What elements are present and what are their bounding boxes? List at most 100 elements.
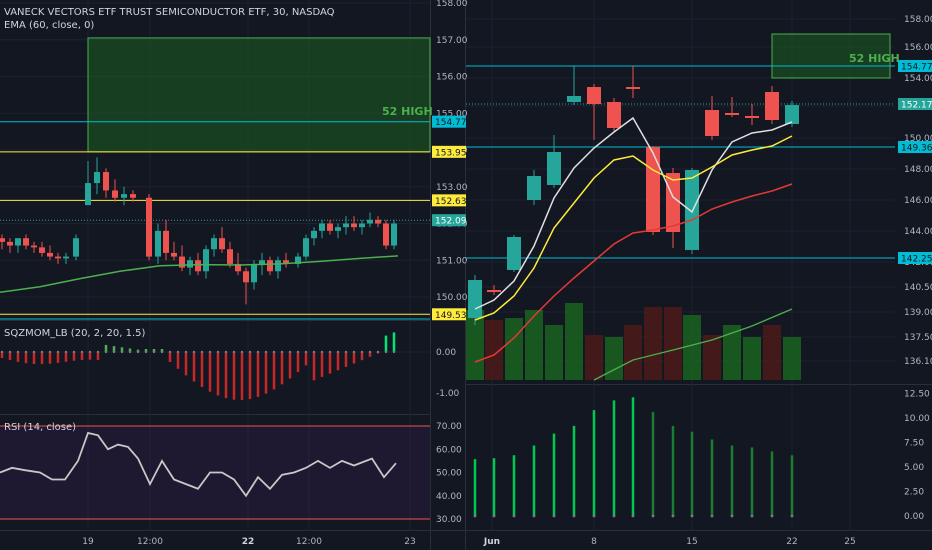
sqz-dot (56, 350, 60, 354)
sqz-dot (64, 350, 68, 354)
osc-tick-label: 10.00 (904, 414, 930, 424)
sqz-dot (216, 350, 220, 354)
rsi-tick-label: 30.00 (436, 515, 462, 525)
zone-label: 52 HIGH (382, 105, 433, 118)
ema-line (0, 255, 399, 293)
sqz-dot (384, 350, 388, 354)
candle-body (295, 256, 301, 264)
sqz-dot (344, 350, 348, 354)
sqz-dot (16, 350, 20, 354)
candle-body (112, 190, 118, 198)
candle-body (587, 87, 601, 104)
time-tick-label: 19 (82, 537, 94, 547)
rsi-line (0, 431, 397, 498)
candle-body (391, 223, 397, 246)
price-badge (898, 141, 932, 153)
sqz-dot (304, 350, 308, 354)
price-badge-label: 152.17 (901, 101, 932, 111)
candle-body (375, 219, 381, 224)
osc-dot (512, 514, 516, 518)
price-badge-label: 149.36 (901, 144, 932, 154)
time-tick-label: 22 (242, 537, 255, 547)
candle-body (267, 260, 273, 272)
sqz-dot (24, 350, 28, 354)
candle-body (367, 219, 373, 224)
price-badge (898, 60, 932, 72)
price-badge-label: 154.77 (901, 63, 932, 73)
volume-bar (525, 310, 543, 380)
price-badge (432, 308, 466, 321)
price-tick-label: 150.00 (904, 134, 932, 144)
time-tick-label: 25 (844, 537, 855, 547)
sqz-dot (248, 350, 252, 354)
sqz-dot (392, 350, 396, 354)
sqz-dot (352, 350, 356, 354)
candle-body (327, 223, 333, 231)
sqzmom-legend[interactable]: SQZMOM_LB (20, 2, 20, 1.5) (4, 328, 146, 339)
time-tick-label: 15 (686, 537, 697, 547)
price-tick-label: 144.00 (904, 227, 932, 237)
candle-body (383, 223, 389, 246)
price-badge (898, 252, 932, 264)
sqz-dot (192, 350, 196, 354)
price-tick-label: 148.00 (904, 165, 932, 175)
volume-bar (703, 335, 721, 380)
candle-body (283, 260, 289, 264)
candle-body (235, 263, 241, 272)
price-tick-label: 137.50 (904, 333, 932, 343)
candle-body (765, 92, 779, 120)
candle-body (607, 102, 621, 128)
candle-body (103, 172, 109, 191)
volume-bar (664, 307, 682, 380)
sqz-dot (80, 350, 84, 354)
price-badge-label: 149.53 (435, 311, 467, 321)
candle-body (487, 290, 501, 292)
sqz-dot (32, 350, 36, 354)
price-badge-label: 153.95 (435, 148, 467, 158)
candle-body (351, 223, 357, 228)
candle-body (163, 230, 169, 253)
candle-body (31, 245, 37, 248)
candle-body (171, 252, 177, 257)
price-tick-label: 140.50 (904, 283, 932, 293)
sqz-dot (336, 350, 340, 354)
sqz-tick-label: -1.00 (436, 389, 460, 399)
sqz-dot (88, 350, 92, 354)
volume-bar (605, 337, 623, 380)
sqz-dot (112, 350, 116, 354)
ema-legend[interactable]: EMA (60, close, 0) (4, 20, 95, 31)
candle-body (121, 194, 127, 198)
price-badge (432, 214, 466, 227)
osc-dot (592, 514, 596, 518)
price-badge (898, 98, 932, 110)
price-tick-label: 158.00 (904, 15, 932, 25)
osc-tick-label: 12.50 (904, 390, 930, 400)
volume-bar (466, 310, 484, 380)
sqz-dot (224, 350, 228, 354)
rsi-legend[interactable]: RSI (14, close) (4, 422, 77, 433)
rsi-tick-label: 60.00 (436, 445, 462, 455)
sqz-dot (312, 350, 316, 354)
high-zone (87, 37, 431, 153)
osc-tick-label: 0.00 (904, 512, 924, 522)
volume-bar (624, 325, 642, 380)
candle-body (55, 256, 61, 259)
price-tick-label: 156.00 (436, 73, 468, 83)
candle-body (227, 249, 233, 264)
sqz-dot (272, 350, 276, 354)
candle-body (275, 260, 281, 272)
candle-body (685, 170, 699, 250)
volume-bar (505, 318, 523, 380)
sqz-dot (328, 350, 332, 354)
candle-body (243, 271, 249, 283)
candle-body (63, 256, 69, 259)
candle-body (251, 263, 257, 283)
price-tick-label: 139.00 (904, 308, 932, 318)
osc-dot (631, 514, 635, 518)
sqz-dot (120, 350, 124, 354)
ma-white (474, 116, 793, 310)
sqz-dot (40, 350, 44, 354)
price-tick-label: 150.00 (436, 293, 468, 303)
sqz-dot (8, 350, 12, 354)
